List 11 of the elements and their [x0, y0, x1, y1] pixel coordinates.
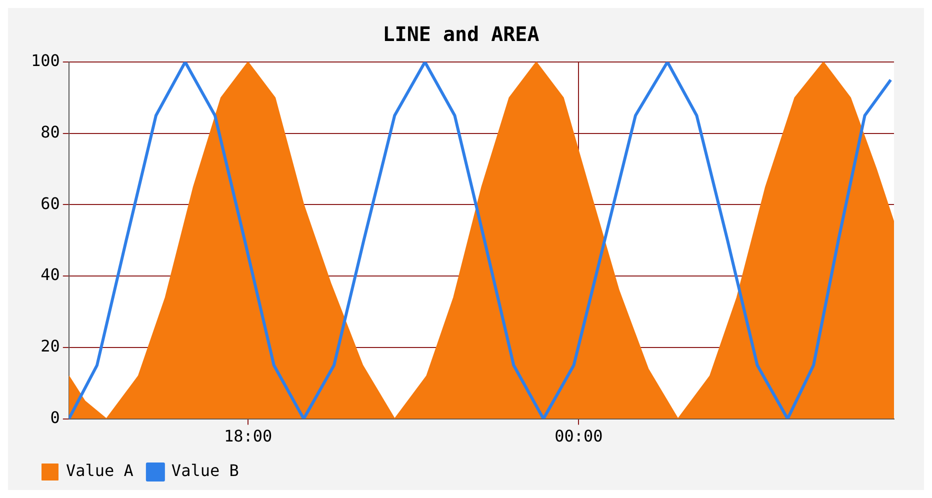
y-tick-label: 60 [40, 194, 60, 213]
y-tick-label: 80 [40, 122, 60, 142]
y-tick-label: 0 [50, 408, 60, 427]
x-tick-label: 18:00 [224, 426, 272, 446]
chart-title: LINE and AREA [382, 22, 540, 46]
x-tick-label: 00:00 [554, 426, 603, 446]
legend-label: Value A [66, 461, 134, 480]
y-tick-label: 20 [40, 336, 60, 356]
y-tick-label: 100 [30, 51, 60, 70]
y-tick-label: 40 [40, 265, 60, 284]
legend-label: Value B [171, 461, 239, 480]
